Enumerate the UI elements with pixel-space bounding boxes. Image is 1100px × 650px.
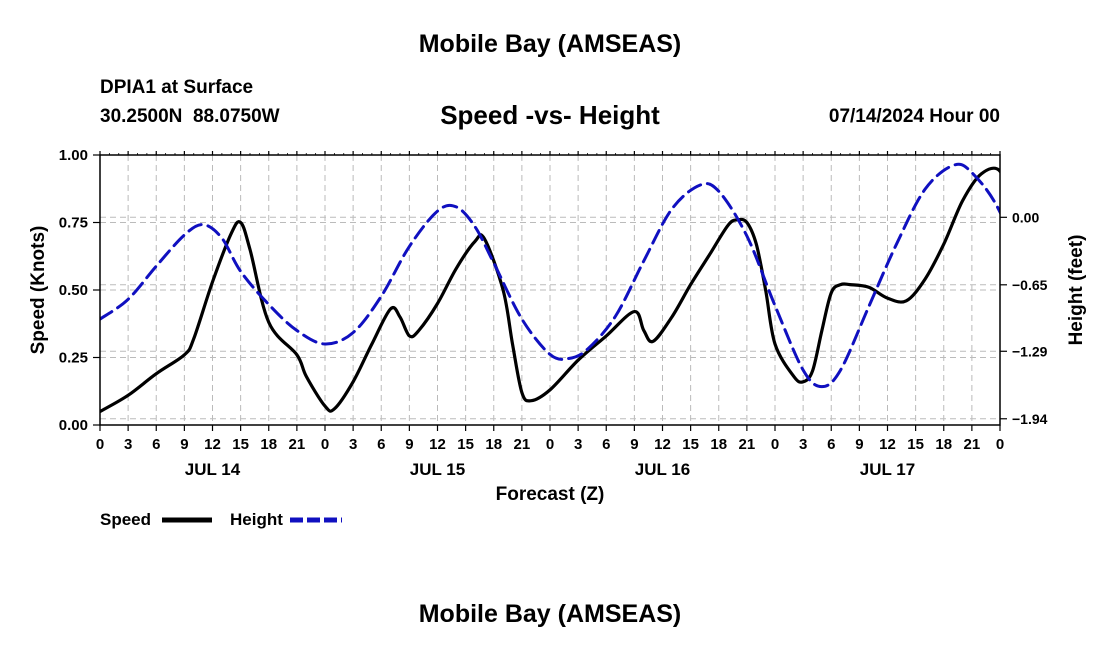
x-tick-label: 15: [907, 436, 924, 453]
x-tick-label: 12: [429, 436, 446, 453]
x-tick-label: 6: [827, 436, 835, 453]
y-tick-label: 1.00: [59, 147, 88, 164]
y-axis-label: Speed (Knots): [28, 226, 49, 355]
forecast-datetime: 07/14/2024 Hour 00: [828, 106, 1000, 127]
coordinates-label: 30.2500N 88.0750W: [100, 106, 280, 127]
x-tick-label: 6: [377, 436, 385, 453]
x-tick-label: 0: [546, 436, 554, 453]
x-tick-label: 21: [964, 436, 981, 453]
x-tick-label: 21: [289, 436, 306, 453]
x-tick-label: 15: [457, 436, 474, 453]
x-tick-label: 12: [879, 436, 896, 453]
series-group: [100, 162, 1000, 414]
grid-lines: [100, 155, 1000, 425]
x-tick-label: 18: [710, 436, 727, 453]
x-tick-label: 6: [602, 436, 610, 453]
legend: Speed Height: [100, 510, 342, 529]
x-tick-label: 12: [204, 436, 221, 453]
x-tick-label: 3: [349, 436, 357, 453]
day-label: JUL 16: [635, 460, 690, 479]
legend-speed-label: Speed: [100, 510, 151, 529]
y2-axis-label: Height (feet): [1066, 235, 1087, 346]
x-tick-label: 21: [739, 436, 756, 453]
legend-height-label: Height: [230, 510, 283, 529]
axes-group: 0 3 6 9 12 15 18 21 0 3 6 9 12 15 18 21 0 3 6 9 12 15 18 21 0 3 6 9…: [59, 147, 1048, 479]
x-tick-label: 9: [180, 436, 188, 453]
x-tick-label: 9: [405, 436, 413, 453]
x-tick-label: 3: [124, 436, 132, 453]
x-tick-label: 15: [232, 436, 249, 453]
y2-tick-label: −1.29: [1012, 343, 1048, 359]
footer-title: Mobile Bay (AMSEAS): [418, 600, 682, 628]
x-tick-label: 6: [152, 436, 160, 453]
x-tick-label: 9: [630, 436, 638, 453]
x-tick-label: 3: [574, 436, 582, 453]
y2-tick-label: −0.65: [1012, 277, 1048, 293]
y2-tick-label: 0.00: [1012, 209, 1039, 225]
height-series-line: [100, 162, 1000, 389]
plot-title: Speed -vs- Height: [440, 100, 660, 130]
y-tick-label: 0.00: [59, 417, 88, 434]
y-tick-label: 0.25: [59, 350, 88, 367]
x-tick-label: 0: [771, 436, 779, 453]
y-tick-label: 0.50: [59, 282, 88, 299]
x-axis-label: Forecast (Z): [496, 484, 605, 505]
x-tick-label: 3: [799, 436, 807, 453]
x-tick-label: 18: [260, 436, 277, 453]
day-label: JUL 15: [410, 460, 465, 479]
x-tick-label: 0: [321, 436, 329, 453]
speed-series-line: [100, 166, 1000, 414]
x-tick-label: 18: [485, 436, 502, 453]
y-tick-label: 0.75: [59, 215, 88, 232]
x-tick-label: 0: [96, 436, 104, 453]
day-label: JUL 14: [185, 460, 241, 479]
x-tick-label: 18: [935, 436, 952, 453]
y2-tick-label: −1.94: [1012, 411, 1048, 427]
x-tick-label: 0: [996, 436, 1004, 453]
station-label: DPIA1 at Surface: [100, 77, 254, 98]
chart-title: Mobile Bay (AMSEAS): [418, 30, 682, 58]
x-tick-label: 12: [654, 436, 671, 453]
day-label: JUL 17: [860, 460, 915, 479]
x-tick-label: 21: [514, 436, 531, 453]
x-tick-label: 9: [855, 436, 863, 453]
x-tick-label: 15: [682, 436, 699, 453]
